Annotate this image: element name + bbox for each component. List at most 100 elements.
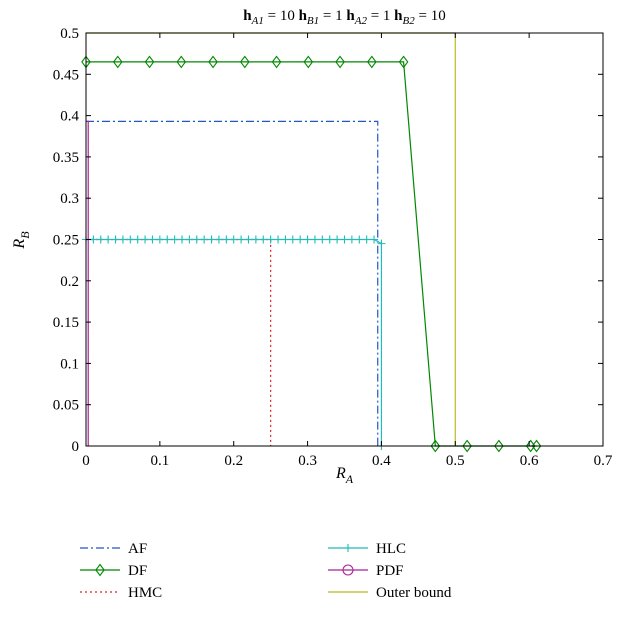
data-point [370,235,379,244]
data-point [118,235,127,244]
data-point [335,55,345,69]
data-point [310,235,319,244]
series-line [86,120,379,446]
data-point [155,235,164,244]
data-point [377,239,386,248]
legend-label: HLC [376,541,406,557]
data-point [200,235,209,244]
x-tick-label: 0.6 [520,453,539,469]
data-point [141,235,150,244]
series-line [86,238,272,446]
data-point [266,235,275,244]
data-point [531,439,542,453]
data-point [244,235,253,244]
data-point [126,235,135,244]
y-tick-label: 0.35 [53,150,79,166]
data-point [333,235,342,244]
x-tick-label: 0.3 [298,453,317,469]
data-point [303,235,312,244]
data-point [274,235,283,244]
y-tick-label: 0.5 [60,26,79,42]
series-line [86,61,537,447]
data-point [104,235,113,244]
data-point [207,235,216,244]
x-tick-label: 0 [82,453,90,469]
data-point [185,235,194,244]
data-point [163,235,172,244]
data-point [340,235,349,244]
data-point [96,235,105,244]
data-point [325,235,334,244]
data-point [318,235,327,244]
data-point [170,235,179,244]
data-point [367,55,377,69]
data-point [144,55,155,69]
legend-item: DF [80,563,147,579]
y-tick-label: 0.15 [53,315,79,331]
x-tick-label: 0.1 [150,453,169,469]
x-tick-label: 0.2 [224,453,243,469]
data-point [237,235,246,244]
y-axis-label: RB [11,231,32,250]
series-df [81,55,542,453]
data-point [296,235,305,244]
legend: AF DF HMC HLC PDF Outer bound [80,541,452,601]
data-point [133,235,142,244]
data-point [214,235,223,244]
data-point [222,235,231,244]
data-point [271,55,282,69]
data-point [178,235,187,244]
data-point [281,235,290,244]
data-point [112,55,123,69]
data-point [229,235,238,244]
data-point [176,55,187,69]
series-line [86,120,89,446]
legend-item: HMC [80,585,162,601]
data-point [430,439,441,453]
plot-area [81,32,542,453]
data-point [148,235,157,244]
data-point [494,439,504,453]
data-point [259,235,268,244]
data-point [288,235,297,244]
series-line [86,238,383,446]
data-point [239,55,250,69]
legend-label: DF [128,563,147,579]
data-point [208,55,218,69]
data-point [251,235,260,244]
series-pdf [86,120,89,446]
legend-marker [95,563,105,577]
series-hmc [86,238,272,446]
series-hlc [82,235,386,450]
legend-label: HMC [128,585,162,601]
chart-text: 0 0.1 0.2 0.3 0.4 0.5 0.6 0.7 0 0.05 0.1 0.15 0.2 0.2… [11,8,613,486]
legend-marker [344,544,352,552]
legend-label: Outer bound [376,585,452,601]
y-tick-label: 0.3 [60,191,79,207]
y-tick-label: 0.05 [53,398,79,414]
data-point [462,439,472,453]
y-tick-label: 0 [72,439,80,455]
y-tick-label: 0.4 [60,109,79,125]
legend-label: AF [128,541,147,557]
data-point [347,235,356,244]
data-point [398,55,409,69]
x-tick-label: 0.5 [446,453,465,469]
legend-item: PDF [328,563,404,579]
legend-label: PDF [376,563,404,579]
legend-item: AF [80,541,147,557]
data-point [303,55,314,69]
chart-title: hA1 = 10 hB1 = 1 hA2 = 1 hB2 = 10 [243,8,445,27]
data-point [192,235,201,244]
axes [85,32,604,447]
data-point [111,235,120,244]
legend-item: HLC [328,541,406,557]
y-tick-label: 0.2 [60,274,79,290]
data-point [362,235,371,244]
x-tick-label: 0.4 [372,453,391,469]
y-tick-label: 0.25 [53,233,79,249]
legend-marker [342,564,354,576]
y-tick-label: 0.45 [53,67,79,83]
data-point [355,235,364,244]
